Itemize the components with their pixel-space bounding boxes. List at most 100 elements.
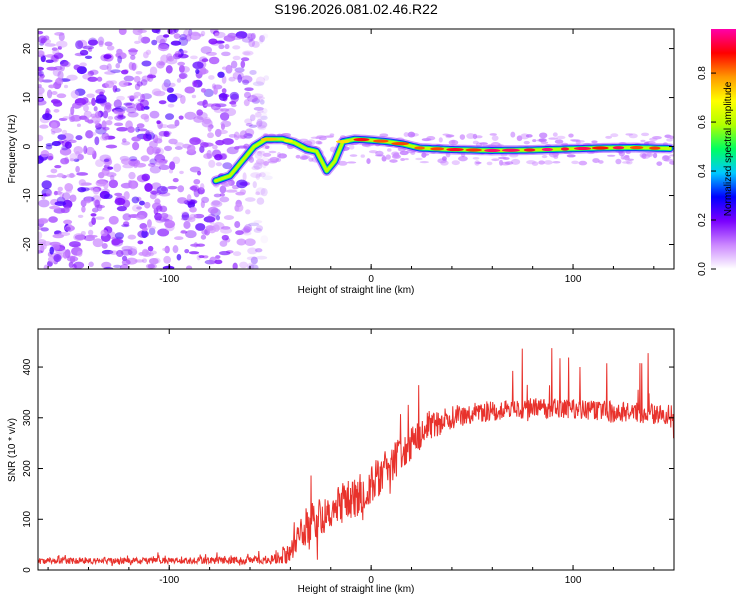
noise-blob [263, 75, 270, 81]
noise-blob [97, 36, 105, 46]
noise-blob [48, 84, 56, 89]
halo-blob [525, 134, 533, 138]
halo-blob [641, 132, 650, 137]
noise-blob [109, 250, 119, 255]
noise-blob [246, 256, 257, 261]
noise-blob [66, 226, 71, 231]
noise-blob [46, 66, 58, 71]
halo-blob [263, 160, 269, 166]
noise-blob [105, 144, 118, 149]
halo-blob [538, 160, 545, 165]
noise-blob [64, 182, 74, 192]
noise-blob [151, 189, 162, 196]
spectrogram-y-label: Frequency (Hz) [7, 115, 18, 184]
noise-blob [232, 55, 241, 61]
noise-blob [212, 144, 218, 150]
noise-blob [244, 87, 254, 92]
noise-blob [56, 77, 62, 84]
noise-blob [87, 229, 94, 236]
halo-blob [437, 158, 447, 164]
x-tick-label: 100 [565, 575, 582, 586]
noise-blob [53, 52, 64, 59]
noise-blob [247, 95, 258, 103]
halo-blob [649, 137, 658, 141]
halo-blob [438, 137, 443, 143]
noise-blob [254, 96, 265, 100]
noise-blob [251, 40, 260, 48]
ridge-hotspot [373, 139, 389, 143]
noise-blob [244, 128, 255, 137]
noise-blob [219, 112, 230, 121]
noise-blob [52, 48, 60, 56]
noise-blob [155, 151, 160, 155]
noise-blob [87, 39, 99, 46]
noise-blob [75, 135, 83, 141]
halo-blob [656, 161, 663, 166]
halo-blob [663, 158, 674, 162]
noise-blob [79, 62, 87, 67]
ridge-hotspot [629, 146, 644, 150]
noise-blob [157, 228, 170, 237]
noise-blob [146, 74, 157, 79]
noise-blob [201, 118, 213, 128]
halo-blob [491, 135, 499, 141]
noise-blob [142, 249, 147, 256]
noise-blob [120, 69, 129, 75]
noise-blob [66, 173, 76, 178]
noise-blob [260, 115, 268, 121]
halo-blob [552, 160, 561, 164]
halo-blob [568, 133, 574, 138]
noise-blob [221, 138, 234, 145]
noise-blob [244, 197, 256, 202]
ridge-hotspot [649, 146, 661, 150]
noise-blob [128, 62, 138, 71]
noise-blob [127, 111, 139, 118]
noise-blob [229, 91, 239, 100]
noise-blob [176, 253, 182, 261]
noise-blob [156, 205, 163, 212]
noise-blob [250, 256, 258, 265]
halo-blob [269, 156, 280, 163]
noise-blob [114, 106, 127, 112]
halo-blob [538, 138, 547, 143]
noise-blob [105, 120, 113, 126]
noise-blob [40, 150, 50, 158]
noise-blob [106, 63, 112, 72]
noise-blob [243, 51, 251, 56]
noise-blob [51, 141, 61, 147]
ridge-hotspot [446, 147, 464, 152]
noise-blob [106, 45, 115, 51]
noise-blob [108, 179, 119, 189]
noise-blob [255, 173, 261, 180]
y-tick-label: 200 [22, 460, 33, 477]
noise-blob [196, 109, 203, 116]
noise-blob [63, 84, 69, 89]
noise-blob [219, 193, 226, 197]
halo-blob [541, 155, 548, 159]
noise-blob [38, 226, 44, 231]
noise-blob [92, 238, 104, 248]
halo-blob [404, 157, 409, 161]
noise-blob [93, 106, 98, 112]
halo-blob [543, 160, 553, 165]
noise-blob [208, 38, 218, 45]
noise-blob [73, 64, 81, 71]
halo-blob [366, 158, 371, 165]
halo-blob [474, 160, 480, 166]
ridge-hotspot [336, 140, 350, 144]
noise-blob [240, 57, 250, 62]
noise-blob [101, 132, 110, 141]
noise-blob [91, 97, 96, 106]
noise-blob [82, 45, 95, 50]
noise-blob [162, 265, 175, 269]
noise-blob [45, 143, 54, 147]
noise-blob [186, 194, 192, 202]
noise-blob [235, 135, 247, 139]
noise-blob [46, 89, 53, 99]
y-tick-label: 300 [22, 409, 33, 426]
noise-blob [94, 199, 100, 208]
noise-blob [74, 88, 86, 96]
noise-blob [134, 40, 141, 45]
noise-blob [140, 155, 150, 162]
